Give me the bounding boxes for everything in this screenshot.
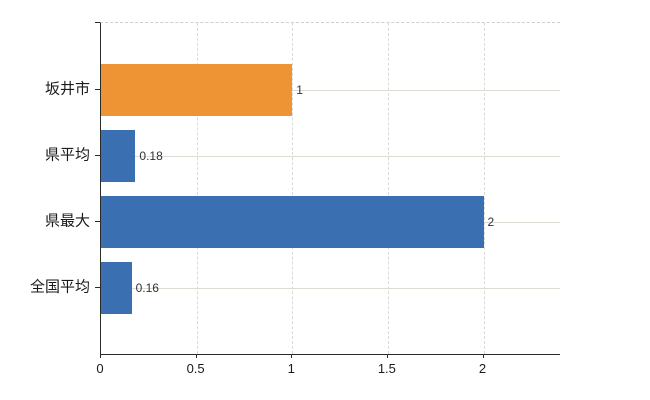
- category-label-坂井市: 坂井市: [44, 80, 90, 98]
- bar-value-label: 2: [487, 215, 495, 229]
- horizontal-gridline: [101, 288, 560, 289]
- plot-area: 1 0.18 2 0.16: [100, 22, 560, 355]
- y-axis-top-tick: [95, 22, 100, 23]
- x-axis-tick: [482, 354, 484, 358]
- horizontal-gridline: [101, 156, 560, 157]
- bar-県最大: [101, 196, 484, 248]
- category-label-県平均: 県平均: [44, 146, 90, 164]
- vertical-gridline: [387, 23, 389, 354]
- category-label-全国平均: 全国平均: [29, 278, 90, 296]
- vertical-gridline: [292, 23, 294, 354]
- x-axis-tick: [386, 354, 388, 358]
- bar-value-label: 0.18: [139, 149, 163, 163]
- x-axis-tick: [291, 354, 293, 358]
- horizontal-gridline: [101, 90, 560, 91]
- x-axis-tick: [195, 354, 197, 358]
- y-axis-tick: [95, 221, 100, 222]
- x-axis-tick: [100, 354, 101, 358]
- x-axis-tick-label: 2: [478, 361, 487, 376]
- bar-value-label: 0.16: [135, 281, 159, 295]
- bar-value-label: 1: [296, 83, 303, 97]
- y-axis-tick: [95, 89, 100, 90]
- x-axis-tick-label: 1.5: [377, 361, 396, 376]
- y-axis-tick: [95, 287, 100, 288]
- x-axis-tick-label: 0.5: [186, 361, 205, 376]
- bar-坂井市: [101, 64, 293, 116]
- x-axis-tick-label: 0: [96, 361, 104, 376]
- bar-県平均: [101, 130, 136, 182]
- bar-全国平均: [101, 262, 132, 314]
- x-axis-tick-label: 1: [287, 361, 295, 376]
- y-axis-tick: [95, 155, 100, 156]
- vertical-gridline: [483, 23, 485, 354]
- category-label-県最大: 県最大: [44, 212, 90, 230]
- vertical-gridline: [196, 23, 198, 354]
